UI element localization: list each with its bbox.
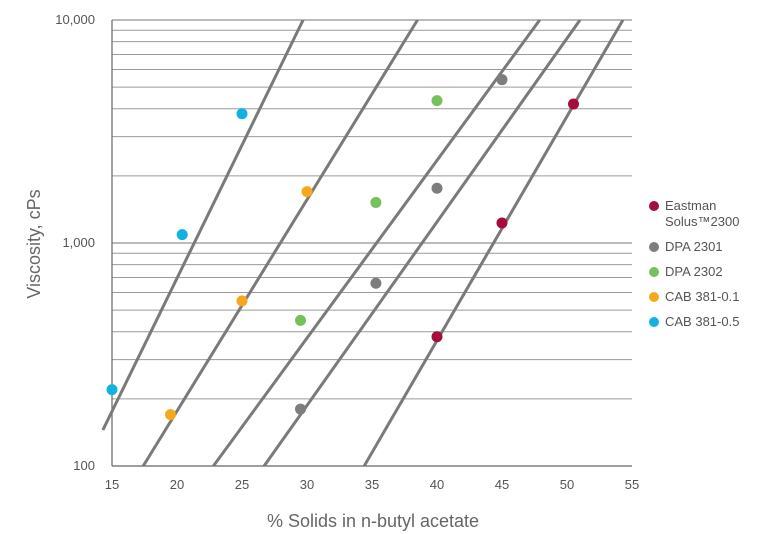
data-point [496, 217, 508, 229]
data-point [295, 314, 306, 326]
x-tick-label: 20 [170, 477, 184, 492]
data-point [165, 409, 176, 421]
series-lines [101, 19, 625, 467]
y-tick-label: 100 [73, 458, 95, 473]
series-line [212, 19, 541, 467]
legend-item: DPA 2302 [649, 264, 769, 280]
y-tick-label: 10,000 [55, 12, 95, 27]
legend-marker [649, 201, 659, 211]
data-point [431, 182, 443, 194]
x-tick-label: 55 [625, 477, 639, 492]
legend-label: CAB 381-0.5 [665, 314, 740, 329]
data-point [295, 403, 306, 415]
legend: Eastman Solus™2300 DPA 2301 DPA 2302 CAB 38… [649, 198, 769, 339]
grid-lines [112, 19, 632, 467]
legend-item: DPA 2301 [649, 239, 769, 255]
legend-item: CAB 381-0.5 [649, 314, 769, 330]
data-point [236, 295, 248, 307]
series-points [106, 74, 579, 421]
x-tick-label: 45 [495, 477, 509, 492]
data-point [496, 74, 508, 86]
data-point [568, 98, 579, 110]
series-line [262, 19, 582, 467]
x-tick-labels: 15 20 25 30 35 40 45 50 55 [105, 477, 639, 492]
series-line [101, 19, 305, 431]
data-point [431, 331, 443, 343]
series-line [141, 19, 419, 467]
x-tick-label: 25 [235, 477, 249, 492]
data-point [106, 384, 118, 396]
data-point [176, 229, 188, 241]
x-tick-label: 40 [430, 477, 444, 492]
y-tick-labels: 100 1,000 10,000 [55, 12, 95, 473]
data-point [301, 186, 313, 198]
x-axis-title: % Solids in n-butyl acetate [267, 511, 479, 531]
legend-marker [649, 242, 659, 252]
legend-marker [649, 267, 659, 277]
x-tick-label: 15 [105, 477, 119, 492]
legend-label: DPA 2301 [665, 239, 723, 254]
x-tick-label: 30 [300, 477, 314, 492]
x-tick-label: 35 [365, 477, 379, 492]
series-line [362, 19, 625, 467]
legend-item: CAB 381-0.1 [649, 289, 769, 305]
y-tick-label: 1,000 [62, 235, 95, 250]
legend-marker [649, 317, 659, 327]
x-tick-label: 50 [560, 477, 574, 492]
legend-label: CAB 381-0.1 [665, 289, 740, 304]
legend-label: DPA 2302 [665, 264, 723, 279]
y-axis-title: Viscosity, cPs [24, 189, 44, 298]
data-point [236, 108, 248, 120]
legend-label: Eastman Solus™2300 [665, 198, 740, 229]
legend-item: Eastman Solus™2300 [649, 198, 769, 230]
data-point [431, 95, 443, 107]
legend-marker [649, 292, 659, 302]
data-point [370, 277, 382, 289]
data-point [370, 196, 382, 208]
